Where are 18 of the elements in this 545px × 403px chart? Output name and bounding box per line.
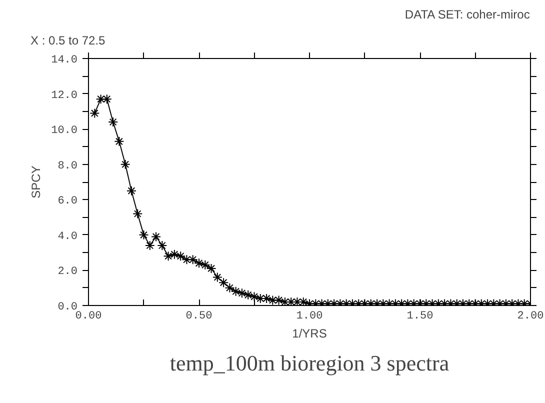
y-tick-label: 10.0 [51,125,78,138]
x-tick-label: 0.00 [75,310,102,322]
y-tick-label: 4.0 [58,230,78,243]
x-tick-label: 1.50 [406,310,434,322]
y-tick-label: 8.0 [58,160,78,172]
x-tick-label: 2.00 [517,310,544,322]
text: temp_100m bioregion 3 spectra [170,350,450,376]
text: X : 0.5 to 72.5 [30,34,106,48]
y-tick-label: 12.0 [51,90,78,102]
y-axis-title: SPCY [29,166,44,198]
y-tick-label: 6.0 [58,196,78,208]
x-tick-label: 0.50 [186,310,212,322]
y-tick-label: 0.0 [58,302,78,314]
text: DATA SET: coher-miroc [404,8,530,22]
y-tick-label: 2.0 [58,266,78,278]
x-axis-title: 1/YRS [292,326,327,340]
x-tick-label: 1.00 [296,310,323,322]
y-tick-label: 14.0 [51,54,78,66]
